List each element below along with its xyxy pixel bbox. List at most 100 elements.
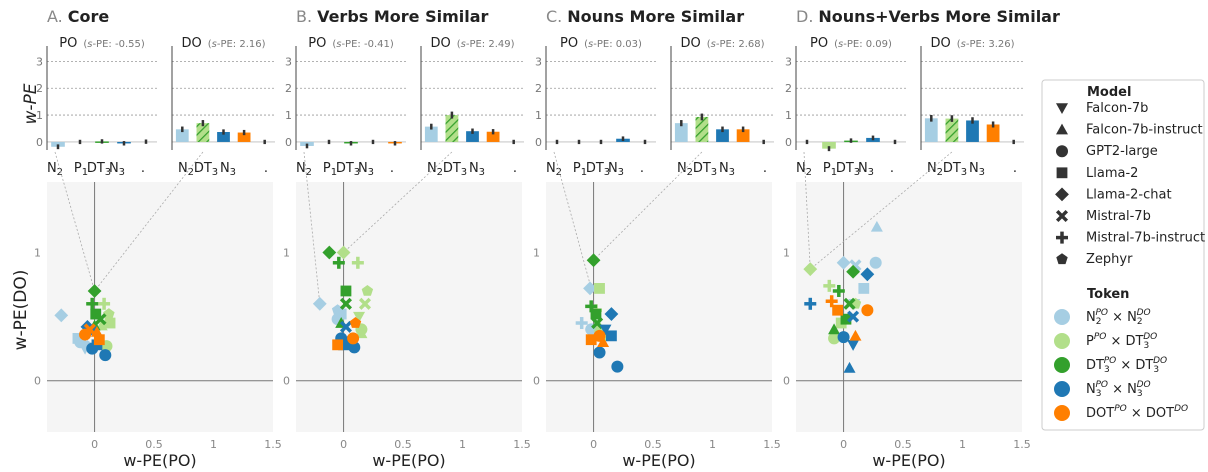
- point-plus: [823, 279, 836, 292]
- bar: [424, 126, 438, 142]
- scatter-x-tick-label: 0: [91, 438, 98, 451]
- legend-model-name: Llama-2: [1086, 166, 1138, 181]
- point-triangle-down: [599, 324, 612, 336]
- scatter-x-axis-label: w-PE(PO): [372, 451, 445, 470]
- legend-token-label: PPO × DT3DO: [1086, 332, 1157, 351]
- bar-y-tick-label: 0: [285, 136, 292, 149]
- point-x: [358, 297, 372, 310]
- legend-token-swatch: [1054, 357, 1070, 373]
- bar-tick-label: N3: [109, 161, 125, 178]
- do-heading: DO (s-PE: 2.68): [680, 36, 764, 51]
- po-spe-value: 0.03: [616, 39, 638, 50]
- scatter-x-axis-label: w-PE(PO): [123, 451, 196, 470]
- po-label: PO: [810, 36, 828, 51]
- point-circle: [828, 332, 841, 345]
- bar-tick-label: .: [513, 161, 517, 176]
- legend-model-name: Falcon-7b: [1086, 101, 1148, 116]
- bar: [237, 132, 251, 142]
- point-x: [339, 297, 352, 310]
- bar-y-tick-label: 2: [285, 82, 292, 95]
- point-circle: [837, 331, 850, 344]
- point-square: [832, 304, 844, 316]
- bar: [924, 118, 938, 142]
- point-circle: [347, 332, 360, 345]
- bar-y-tick-label: 1: [535, 109, 542, 122]
- point-x-stroke: [94, 313, 107, 326]
- point-plus: [804, 297, 817, 310]
- legend-model-name: Falcon-7b-instruct: [1086, 123, 1203, 138]
- point-plus: [98, 297, 111, 310]
- connector-line: [54, 151, 95, 292]
- po-label: PO: [560, 36, 578, 51]
- do-heading: DO (s-PE: 2.49): [430, 36, 514, 51]
- do-label: DO: [680, 36, 700, 51]
- legend-model-name: Mistral-7b-instruct: [1086, 231, 1205, 246]
- point-circle: [869, 256, 882, 269]
- bar-y-tick-label: 0: [36, 136, 43, 149]
- scatter-background: [796, 182, 1022, 432]
- legend-token-label: DT3PO × DT3DO: [1086, 356, 1167, 375]
- point-circle: [861, 304, 874, 317]
- legend-token-label: DOTPO × DOTDO: [1086, 404, 1188, 421]
- point-diamond: [860, 267, 875, 282]
- legend-model-title: Model: [1087, 85, 1131, 100]
- bar-y-tick-label: 3: [535, 55, 542, 68]
- panel-title: A. Core: [47, 7, 109, 26]
- bar: [736, 129, 750, 142]
- point-triangle-down: [1056, 103, 1068, 114]
- bar-tick-label: DT3: [87, 161, 111, 178]
- point-plus: [825, 295, 838, 308]
- bar-tick-label: .: [890, 161, 894, 176]
- point-x-stroke: [339, 297, 352, 310]
- point-square: [338, 339, 349, 351]
- scatter-x-tick-label: 1.5: [264, 438, 282, 451]
- scatter-x-tick-label: 0.5: [394, 438, 412, 451]
- point-square: [340, 285, 352, 297]
- point-x: [591, 316, 604, 330]
- bar-y-tick-label: 1: [285, 109, 292, 122]
- po-heading: PO (s-PE: 0.03): [560, 36, 642, 51]
- bar-tick-label: P1: [323, 161, 337, 178]
- connector-line: [810, 151, 953, 270]
- scatter-y-tick-label: 0: [34, 375, 41, 388]
- scatter-x-tick-label: 0.5: [894, 438, 912, 451]
- bar-tick-label: .: [264, 161, 268, 176]
- point-diamond: [604, 307, 619, 321]
- bar-tick-label: .: [141, 161, 145, 176]
- point-square: [332, 339, 344, 351]
- bar-tick-label: N3: [358, 161, 374, 178]
- point-square: [858, 283, 870, 294]
- point-square: [93, 334, 105, 346]
- point-plus: [832, 284, 845, 297]
- point-x-stroke: [358, 297, 372, 310]
- scatter-x-axis-label: w-PE(PO): [872, 451, 945, 470]
- bar-y-tick-label: 1: [785, 109, 792, 122]
- bar: [945, 118, 959, 142]
- point-circle: [1056, 145, 1068, 158]
- point-x-stroke: [591, 316, 604, 330]
- point-x: [847, 310, 860, 323]
- point-x: [843, 297, 856, 310]
- bar-tick-label: N2: [677, 161, 693, 178]
- po-label: PO: [308, 36, 326, 51]
- scatter-y-tick-label: 0: [783, 375, 790, 388]
- point-circle: [611, 360, 624, 373]
- point-circle: [99, 349, 112, 362]
- bar-tick-label: N2: [927, 161, 943, 178]
- legend-token-label: N3PO × N3DO: [1086, 380, 1151, 399]
- point-square: [104, 317, 116, 329]
- po-spe-value: -0.41: [364, 39, 390, 50]
- point-x-stroke: [843, 297, 856, 310]
- panel-title: D. Nouns+Verbs More Similar: [796, 7, 1060, 26]
- bar-tick-label: N3: [469, 161, 485, 178]
- point-diamond: [583, 281, 597, 296]
- panel-title: C. Nouns More Similar: [546, 7, 744, 26]
- bar: [966, 120, 979, 142]
- point-triangle-up: [870, 220, 883, 232]
- panel-title: B. Verbs More Similar: [296, 7, 489, 26]
- point-diamond: [54, 308, 69, 323]
